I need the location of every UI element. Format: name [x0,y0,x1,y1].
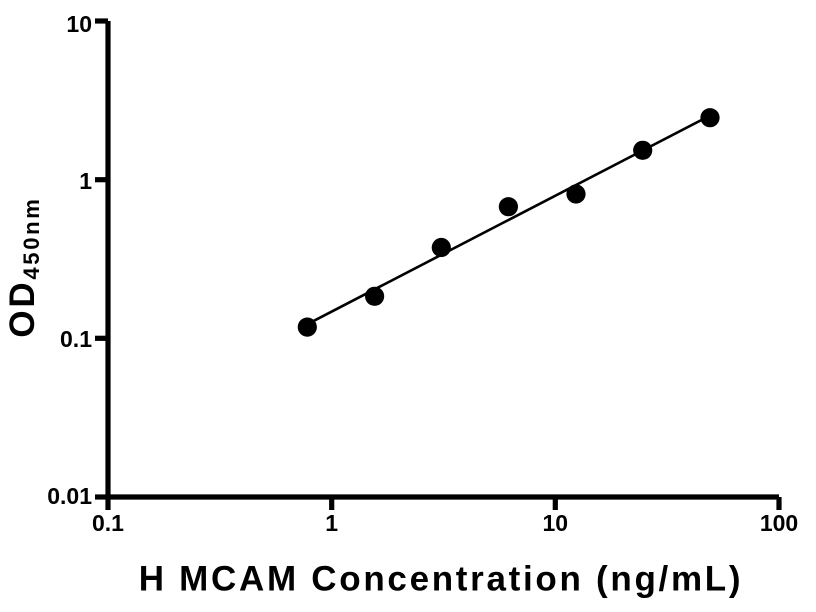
svg-text:100: 100 [760,510,798,536]
svg-text:H MCAM Concentration (ng/mL): H MCAM Concentration (ng/mL) [139,560,743,599]
svg-text:10: 10 [543,510,569,536]
svg-text:0.1: 0.1 [92,510,124,536]
svg-text:0.01: 0.01 [47,483,92,509]
svg-text:1: 1 [79,168,92,194]
svg-text:0.1: 0.1 [60,326,92,352]
svg-text:1: 1 [325,510,338,536]
svg-text:10: 10 [66,11,92,37]
